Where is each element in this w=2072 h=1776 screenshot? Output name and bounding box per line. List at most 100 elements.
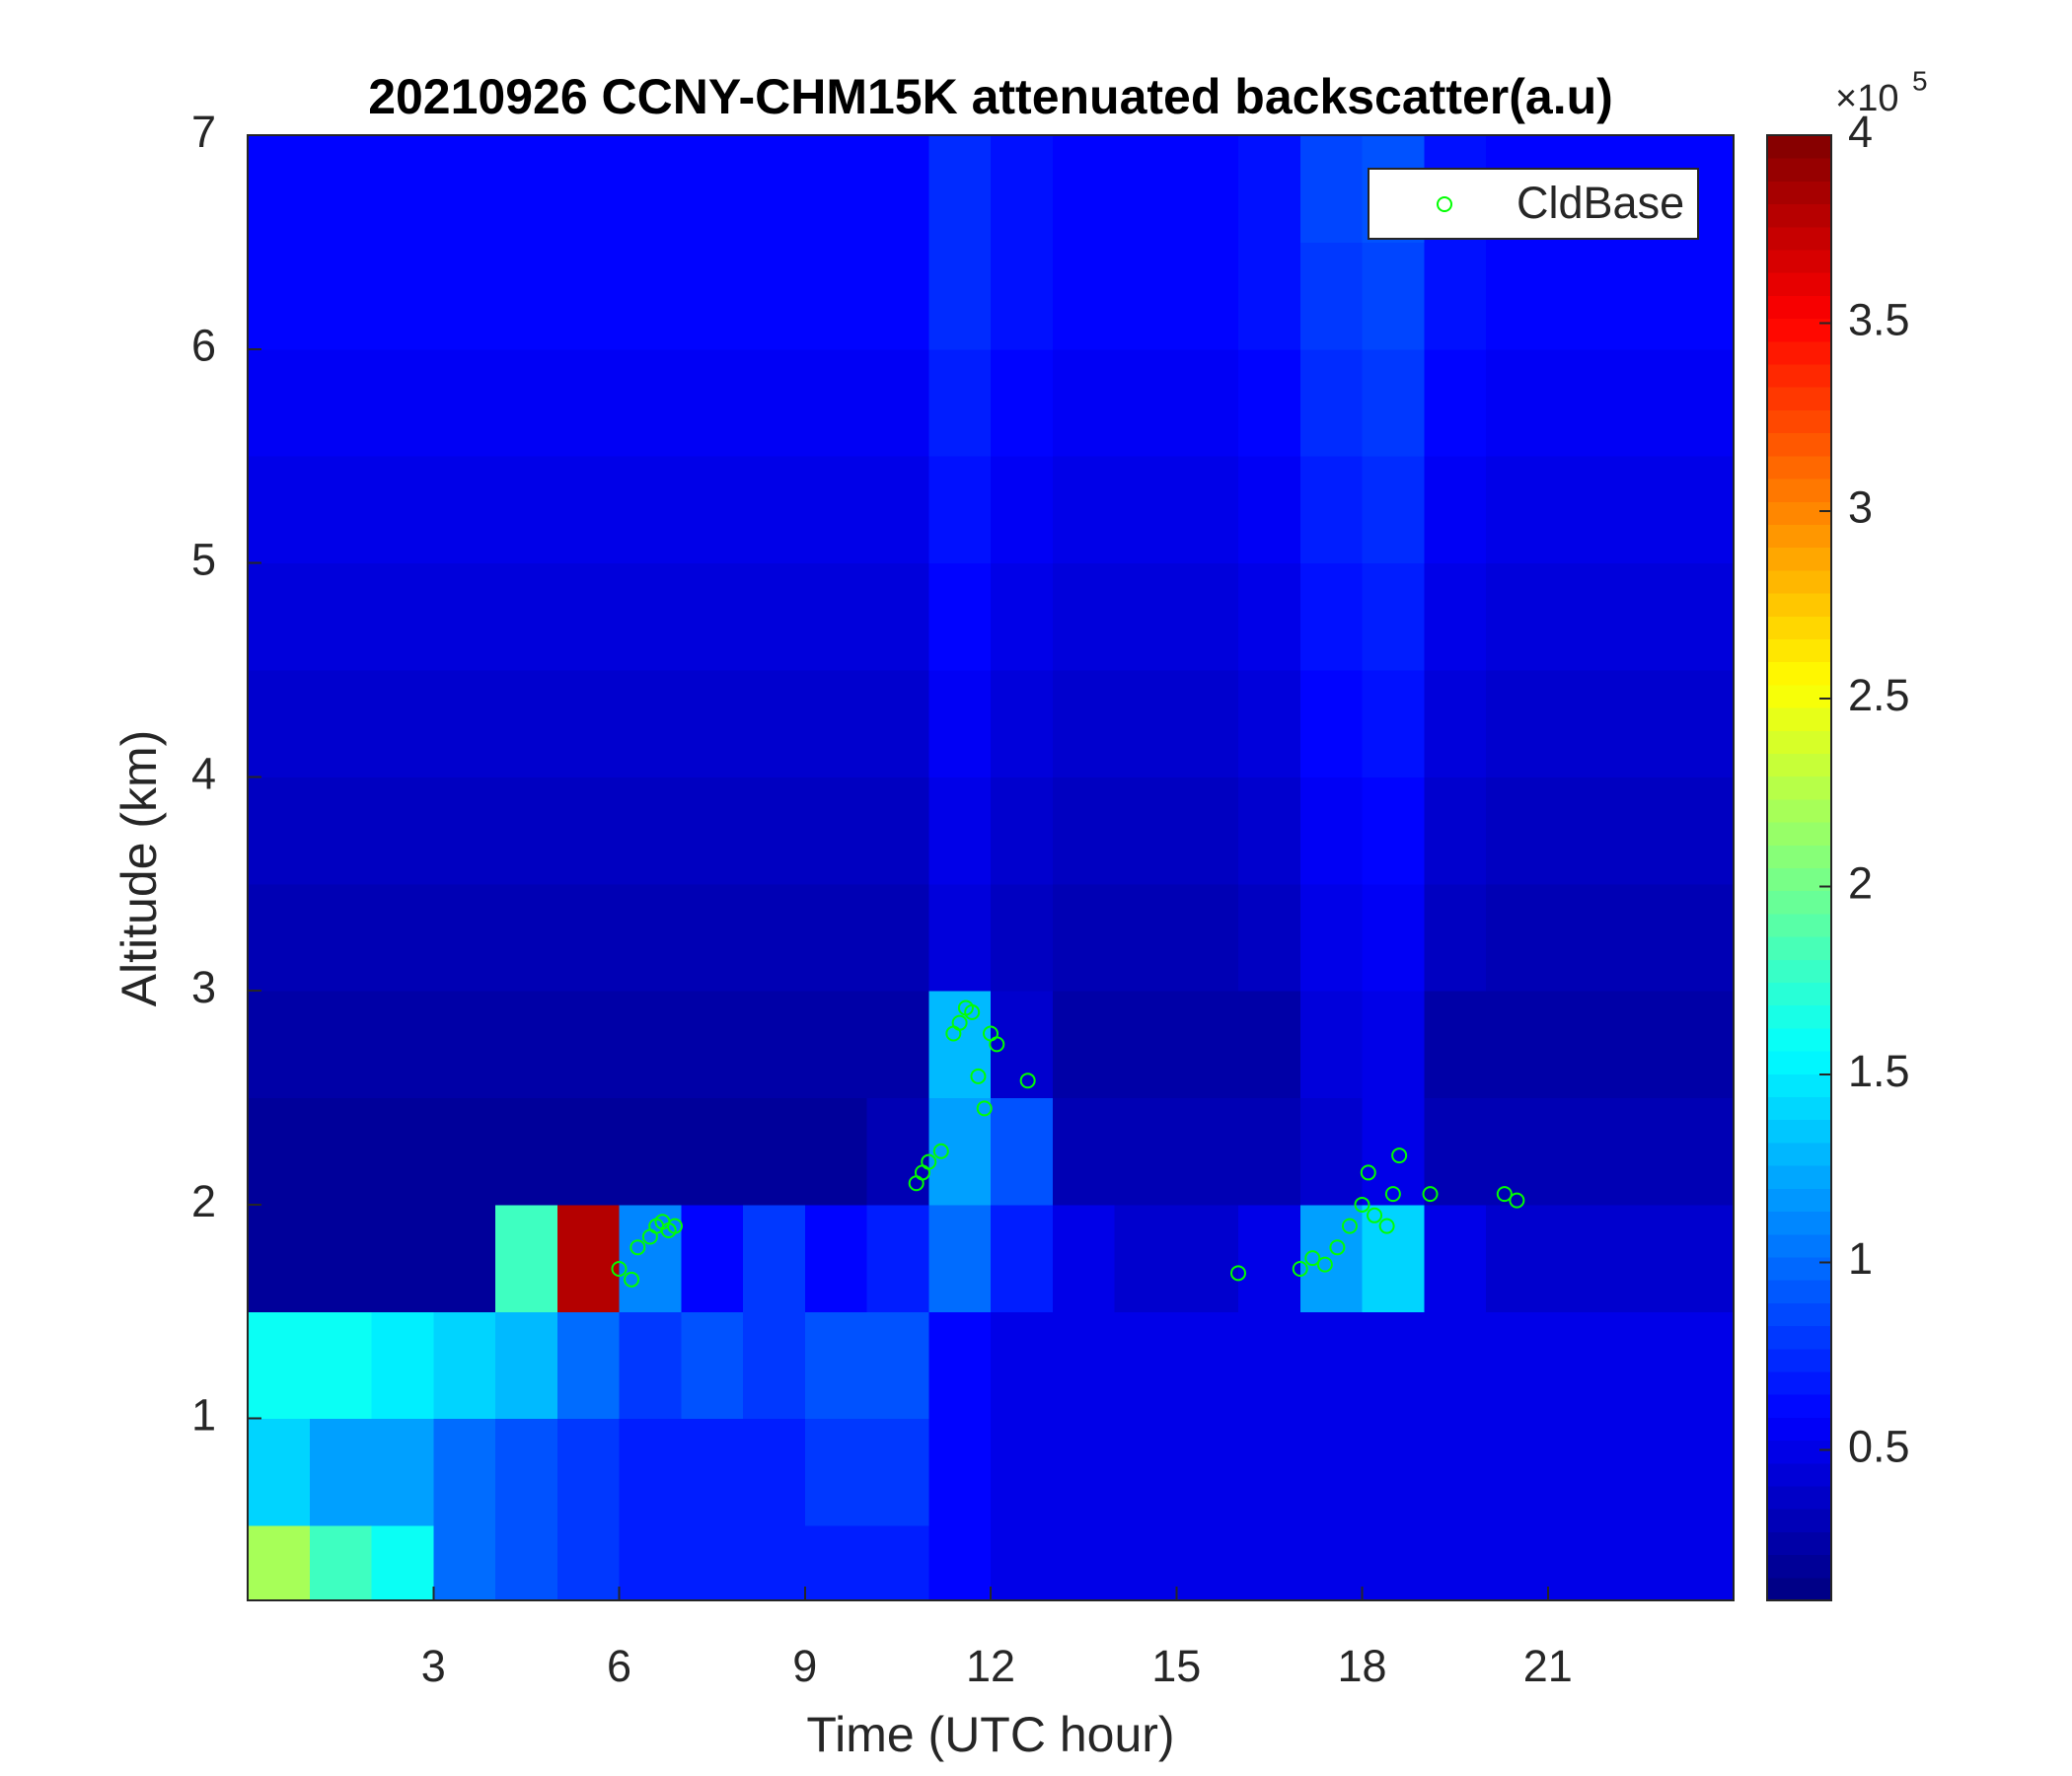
heatmap-cell (309, 1097, 372, 1206)
heatmap-cell (991, 1097, 1054, 1206)
heatmap-cell (928, 669, 992, 777)
heatmap-cell (309, 242, 372, 350)
y-tick-label: 4 (191, 748, 216, 798)
heatmap-cell (743, 1525, 806, 1601)
cloud-base-point (1019, 1073, 1036, 1089)
heatmap-cell (495, 991, 558, 1099)
colorbar-tick-label: 2 (1848, 857, 1873, 908)
heatmap-cell (495, 135, 558, 243)
heatmap-cell (619, 1204, 682, 1312)
heatmap-cell (1424, 991, 1487, 1099)
heatmap-cell (1486, 562, 1549, 671)
heatmap-cell (1176, 1525, 1239, 1601)
colorbar-swatch (1767, 1165, 1831, 1189)
heatmap-cell (495, 562, 558, 671)
heatmap-cell (681, 1311, 744, 1420)
heatmap-cell (556, 1097, 620, 1206)
heatmap-cell (1052, 991, 1115, 1099)
colorbar-swatch (1767, 340, 1831, 365)
heatmap-cell (1547, 777, 1610, 885)
heatmap-cell (1114, 348, 1177, 457)
heatmap-cell (1114, 1525, 1177, 1601)
heatmap-cell (804, 242, 867, 350)
heatmap-cell (804, 456, 867, 564)
heatmap-cell (1486, 456, 1549, 564)
heatmap-cell (1238, 1204, 1301, 1312)
colorbar-tick-label: 2.5 (1848, 670, 1910, 720)
heatmap-cell (928, 1311, 992, 1420)
heatmap-cell (619, 1525, 682, 1601)
colorbar-swatch (1767, 684, 1831, 708)
y-tick-label: 3 (191, 962, 216, 1012)
colorbar-swatch (1767, 1417, 1831, 1442)
heatmap-cell (1114, 991, 1177, 1099)
heatmap-cell (1671, 562, 1735, 671)
heatmap-cell (1362, 456, 1425, 564)
heatmap-cell (1176, 1097, 1239, 1206)
cloud-base-point (629, 1239, 646, 1256)
heatmap-cell (681, 777, 744, 885)
heatmap-cell (371, 1097, 434, 1206)
cloud-base-point (1341, 1218, 1358, 1234)
heatmap-cell (248, 456, 311, 564)
cloud-base-point (921, 1153, 937, 1170)
heatmap-cell (1299, 1097, 1363, 1206)
heatmap-cell (1052, 348, 1115, 457)
heatmap-cell (433, 1311, 496, 1420)
heatmap-cell (1671, 1311, 1735, 1420)
heatmap-cell (248, 883, 311, 992)
colorbar-swatch (1767, 1027, 1831, 1052)
colorbar-swatch (1767, 272, 1831, 296)
heatmap-cell (248, 1525, 311, 1601)
cloud-base-point (1384, 1186, 1401, 1203)
heatmap-cell (1052, 1204, 1115, 1312)
heatmap-cell (1609, 1418, 1672, 1526)
cloud-base-point (1304, 1250, 1321, 1267)
heatmap-cell (619, 991, 682, 1099)
heatmap-cell (1671, 669, 1735, 777)
heatmap-cell (556, 669, 620, 777)
heatmap-cell (433, 1097, 496, 1206)
heatmap-cell (1671, 348, 1735, 457)
colorbar-swatch (1767, 913, 1831, 937)
colorbar-tick-label: 0.5 (1848, 1422, 1910, 1472)
colorbar-swatch (1767, 1142, 1831, 1166)
heatmap-cell (1486, 1525, 1549, 1601)
heatmap-cell (495, 1204, 558, 1312)
heatmap-cell (371, 883, 434, 992)
heatmap-cell (1671, 242, 1735, 350)
heatmap-cell (804, 991, 867, 1099)
cloud-base-point (1230, 1265, 1246, 1282)
colorbar-frame (1766, 134, 1832, 1601)
colorbar-tick-label: 3.5 (1848, 294, 1910, 344)
heatmap-cell (1052, 562, 1115, 671)
heatmap-cell (1671, 1418, 1735, 1526)
heatmap-cell (556, 456, 620, 564)
heatmap-cell (1671, 1525, 1735, 1601)
heatmap-cell (309, 135, 372, 243)
heatmap-cell (991, 1311, 1054, 1420)
heatmap-cell (1052, 1525, 1115, 1601)
colorbar-swatch (1767, 1394, 1831, 1418)
heatmap-cell (556, 1525, 620, 1601)
cloud-base-point (666, 1218, 683, 1234)
heatmap-cell (1176, 456, 1239, 564)
heatmap-cell (495, 242, 558, 350)
heatmap-cell (743, 883, 806, 992)
heatmap-cell (1486, 883, 1549, 992)
heatmap-cell (309, 1204, 372, 1312)
colorbar-swatch (1767, 707, 1831, 731)
heatmap-cell (1299, 669, 1363, 777)
heatmap-cell (1299, 1204, 1363, 1312)
heatmap-cell (309, 456, 372, 564)
colorbar-swatch (1767, 364, 1831, 388)
heatmap-cell (1547, 883, 1610, 992)
heatmap-cell (928, 883, 992, 992)
heatmap-cell (433, 883, 496, 992)
heatmap-cell (1671, 777, 1735, 885)
colorbar-tick-label: 1 (1848, 1233, 1873, 1284)
heatmap-cell (1238, 1525, 1301, 1601)
heatmap-cell (866, 883, 929, 992)
heatmap-cell (1299, 242, 1363, 350)
heatmap-cell (1114, 456, 1177, 564)
